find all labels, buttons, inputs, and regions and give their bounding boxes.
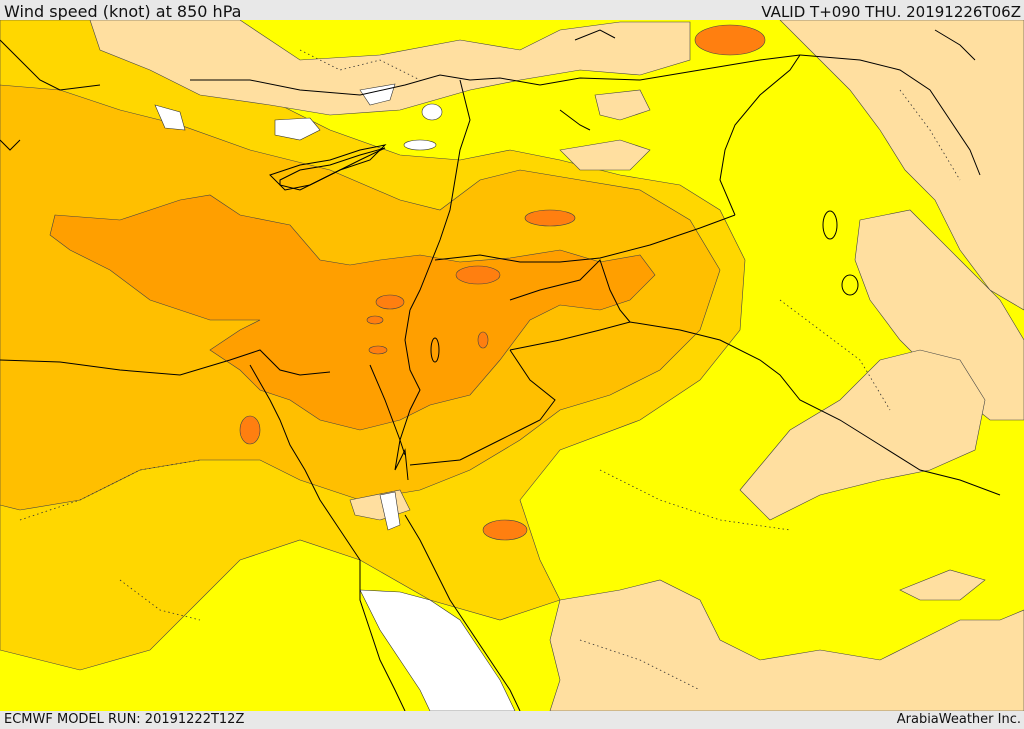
dotted-lines	[19, 49, 961, 691]
orange-band	[49, 194, 656, 431]
valid-time: VALID T+090 THU. 20191226T06Z	[761, 3, 1021, 21]
brand-label: ArabiaWeather Inc.	[896, 712, 1021, 727]
borders	[0, 29, 1001, 711]
calm-regions	[89, 20, 1024, 711]
islands	[269, 144, 859, 363]
peak-patches	[239, 24, 766, 541]
sea-no-data	[154, 83, 516, 711]
map-title: Wind speed (knot) at 850 hPa	[4, 2, 242, 21]
model-run: ECMWF MODEL RUN: 20191222T12Z	[4, 712, 245, 727]
header-bar: Wind speed (knot) at 850 hPa VALID T+090…	[0, 0, 1024, 21]
footer-bar: ECMWF MODEL RUN: 20191222T12Z ArabiaWeat…	[0, 711, 1024, 729]
wind-speed-map[interactable]	[0, 20, 1024, 711]
